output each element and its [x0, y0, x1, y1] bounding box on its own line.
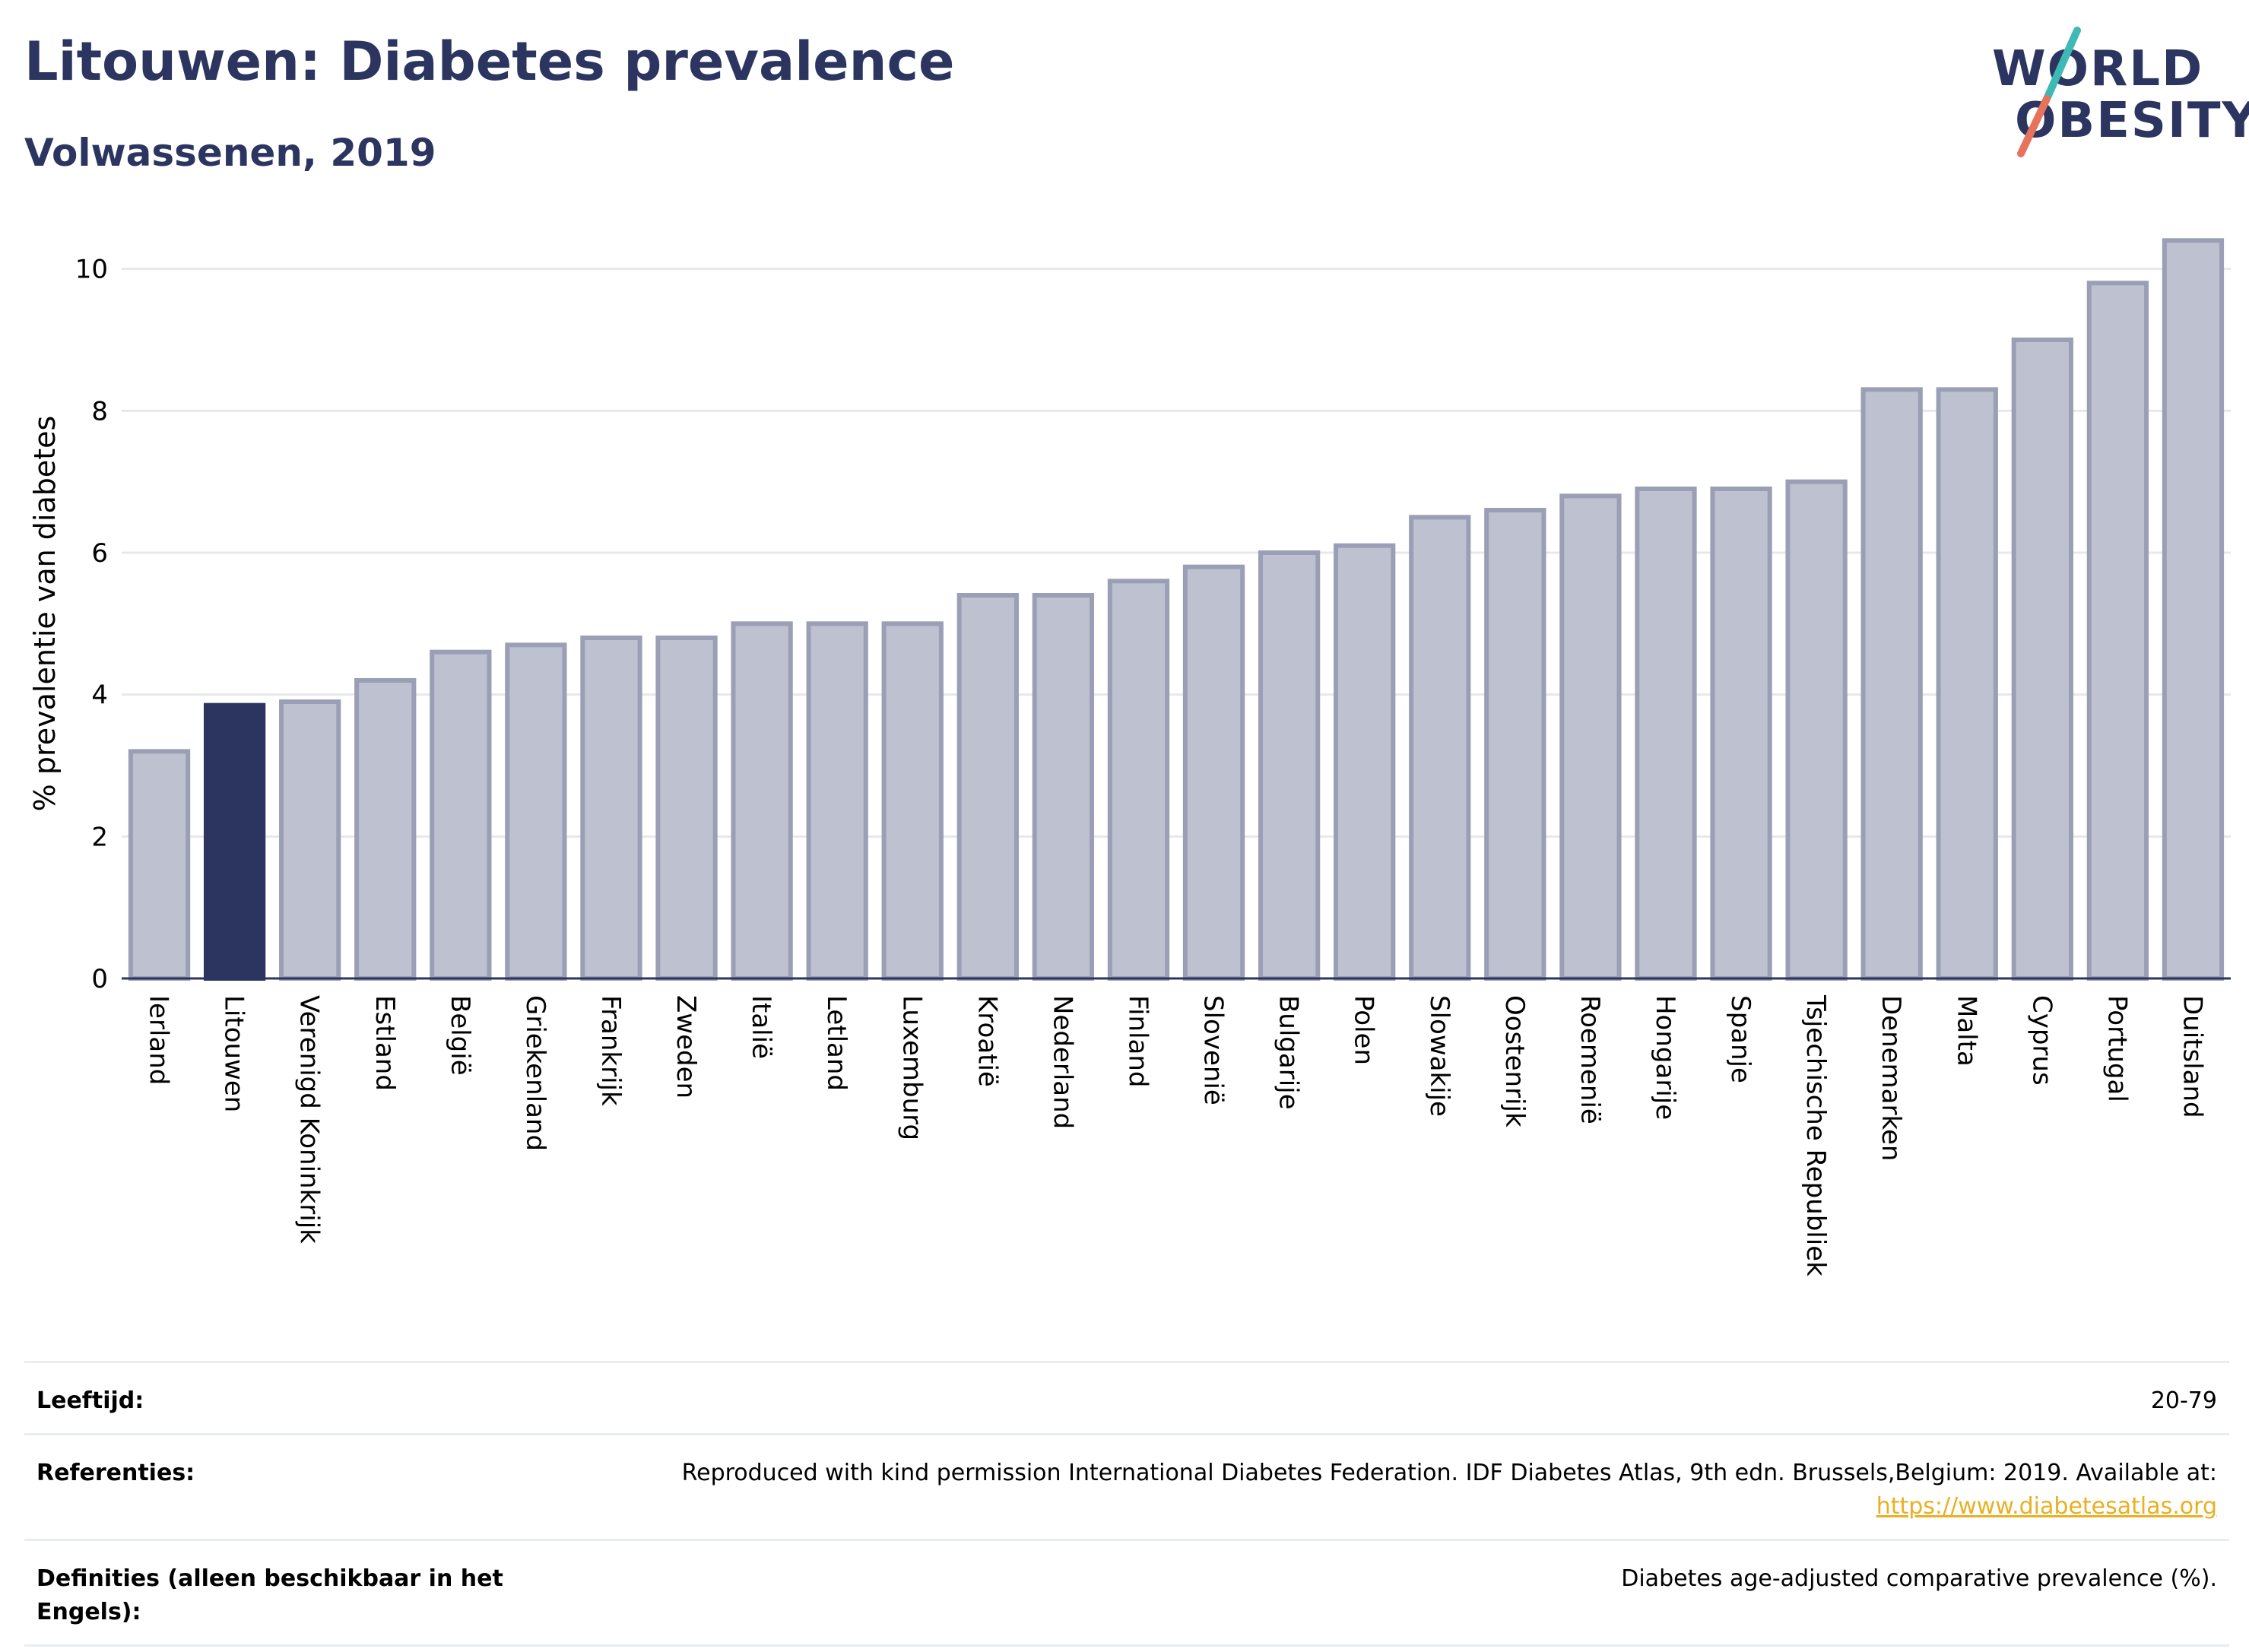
x-tick-label: Finland	[1122, 995, 1153, 1088]
bar-bulgarije	[1258, 550, 1321, 981]
bar-belgië	[430, 649, 492, 981]
x-tick-label: Frankrijk	[595, 995, 626, 1106]
references-text: Reproduced with kind permission Internat…	[681, 1460, 2217, 1486]
bar-luxemburg	[881, 621, 944, 981]
logo-text-line1: WORLD	[1992, 41, 2204, 97]
x-tick-label: Slovenië	[1198, 995, 1229, 1105]
bar-chart: 0 2 4 6 8 10 Ierland Litouwen Verenigd Koninkri…	[28, 238, 2231, 1276]
y-axis-label: % prevalentie van diabetes	[28, 416, 62, 812]
bar-finland	[1107, 579, 1170, 981]
x-tick-label: Portugal	[2101, 995, 2132, 1102]
bar-frankrijk	[580, 636, 642, 981]
bar-kroatië	[956, 593, 1019, 981]
page-title: Litouwen: Diabetes prevalence	[24, 30, 955, 93]
bar-letland	[806, 621, 868, 981]
x-tick-label: Slowakije	[1424, 995, 1454, 1117]
bar-verenigd-koninkrijk	[279, 699, 341, 981]
x-tick-labels: Ierland Litouwen Verenigd Koninkrijk Estlan…	[144, 994, 2208, 1276]
diabetes-atlas-link[interactable]: https://www.diabetesatlas.org	[1876, 1493, 2217, 1520]
bar-series	[128, 238, 2225, 981]
x-tick-label: België	[445, 995, 475, 1076]
bar-slowakije	[1409, 515, 1471, 981]
x-tick-label: Tsjechische Republiek	[1800, 994, 1831, 1276]
y-tick-label: 4	[91, 680, 108, 711]
info-label-definitions: Definities (alleen beschikbaar in het En…	[36, 1565, 503, 1625]
x-tick-label: Nederland	[1047, 995, 1077, 1129]
x-tick-label: Duitsland	[2177, 995, 2207, 1118]
x-tick-label: Spanje	[1725, 995, 1756, 1083]
y-tick-label: 8	[91, 396, 108, 426]
bar-italië	[731, 621, 793, 981]
info-row-references: Referenties: Reproduced with kind permis…	[24, 1433, 2229, 1539]
bar-malta	[1936, 387, 1998, 981]
info-table: Leeftijd: 20-79 Referenties: Reproduced …	[24, 1361, 2229, 1647]
x-tick-label: Malta	[1951, 995, 1981, 1067]
bar-denemarken	[1860, 387, 1923, 981]
info-value-references: Reproduced with kind permission Internat…	[682, 1457, 2229, 1524]
y-tick-label: 2	[91, 822, 108, 852]
bar-duitsland	[2162, 238, 2225, 981]
x-tick-label: Letland	[821, 995, 852, 1091]
x-tick-label: Denemarken	[1876, 995, 1906, 1161]
x-tick-label: Ierland	[144, 995, 174, 1085]
world-obesity-logo: WORLD OBESITY	[1992, 23, 2249, 160]
info-value-age: 20-79	[2150, 1387, 2217, 1414]
x-tick-label: Italië	[746, 995, 776, 1059]
bar-litouwen	[203, 702, 266, 981]
bar-estland	[354, 678, 417, 981]
x-tick-label: Verenigd Koninkrijk	[294, 995, 325, 1244]
logo-slash-icon	[2017, 27, 2081, 157]
bar-ierland	[128, 749, 191, 981]
x-tick-label: Cyprus	[2026, 995, 2057, 1086]
bar-hongarije	[1635, 487, 1697, 981]
bar-polen	[1334, 543, 1396, 981]
y-tick-label: 0	[91, 964, 108, 994]
bar-griekenland	[505, 642, 567, 981]
y-tick-label: 6	[91, 538, 108, 569]
info-row-age: Leeftijd: 20-79	[24, 1361, 2229, 1433]
x-tick-label: Oostenrijk	[1499, 995, 1530, 1127]
x-tick-label: Griekenland	[520, 995, 550, 1151]
bar-roemenië	[1559, 493, 1622, 981]
page-subtitle: Volwassenen, 2019	[24, 131, 436, 175]
x-tick-label: Roemenië	[1575, 995, 1605, 1124]
x-tick-label: Bulgarije	[1274, 995, 1304, 1110]
x-tick-label: Estland	[370, 995, 400, 1091]
x-tick-label: Litouwen	[219, 995, 249, 1112]
bar-tsjechische-republiek	[1785, 479, 1848, 981]
y-tick-labels: 0 2 4 6 8 10	[75, 255, 108, 994]
x-tick-label: Polen	[1349, 995, 1379, 1065]
bar-nederland	[1032, 593, 1095, 981]
bar-spanje	[1710, 487, 1772, 981]
info-value-definitions: Diabetes age-adjusted comparative preval…	[1621, 1565, 2217, 1592]
logo-text-line2: OBESITY	[2015, 93, 2249, 149]
bar-portugal	[2086, 281, 2149, 981]
info-label-references: Referenties:	[36, 1460, 195, 1486]
bar-zweden	[655, 636, 718, 981]
bar-oostenrijk	[1484, 508, 1546, 981]
x-tick-label: Luxemburg	[896, 995, 927, 1140]
bar-cyprus	[2011, 338, 2073, 981]
x-tick-label: Hongarije	[1650, 995, 1680, 1120]
x-tick-label: Kroatië	[972, 995, 1002, 1087]
x-tick-label: Zweden	[671, 995, 701, 1099]
info-row-definitions: Definities (alleen beschikbaar in het En…	[24, 1539, 2229, 1647]
y-tick-label: 10	[75, 255, 108, 285]
bar-slovenië	[1182, 564, 1245, 981]
info-label-age: Leeftijd:	[36, 1387, 144, 1414]
